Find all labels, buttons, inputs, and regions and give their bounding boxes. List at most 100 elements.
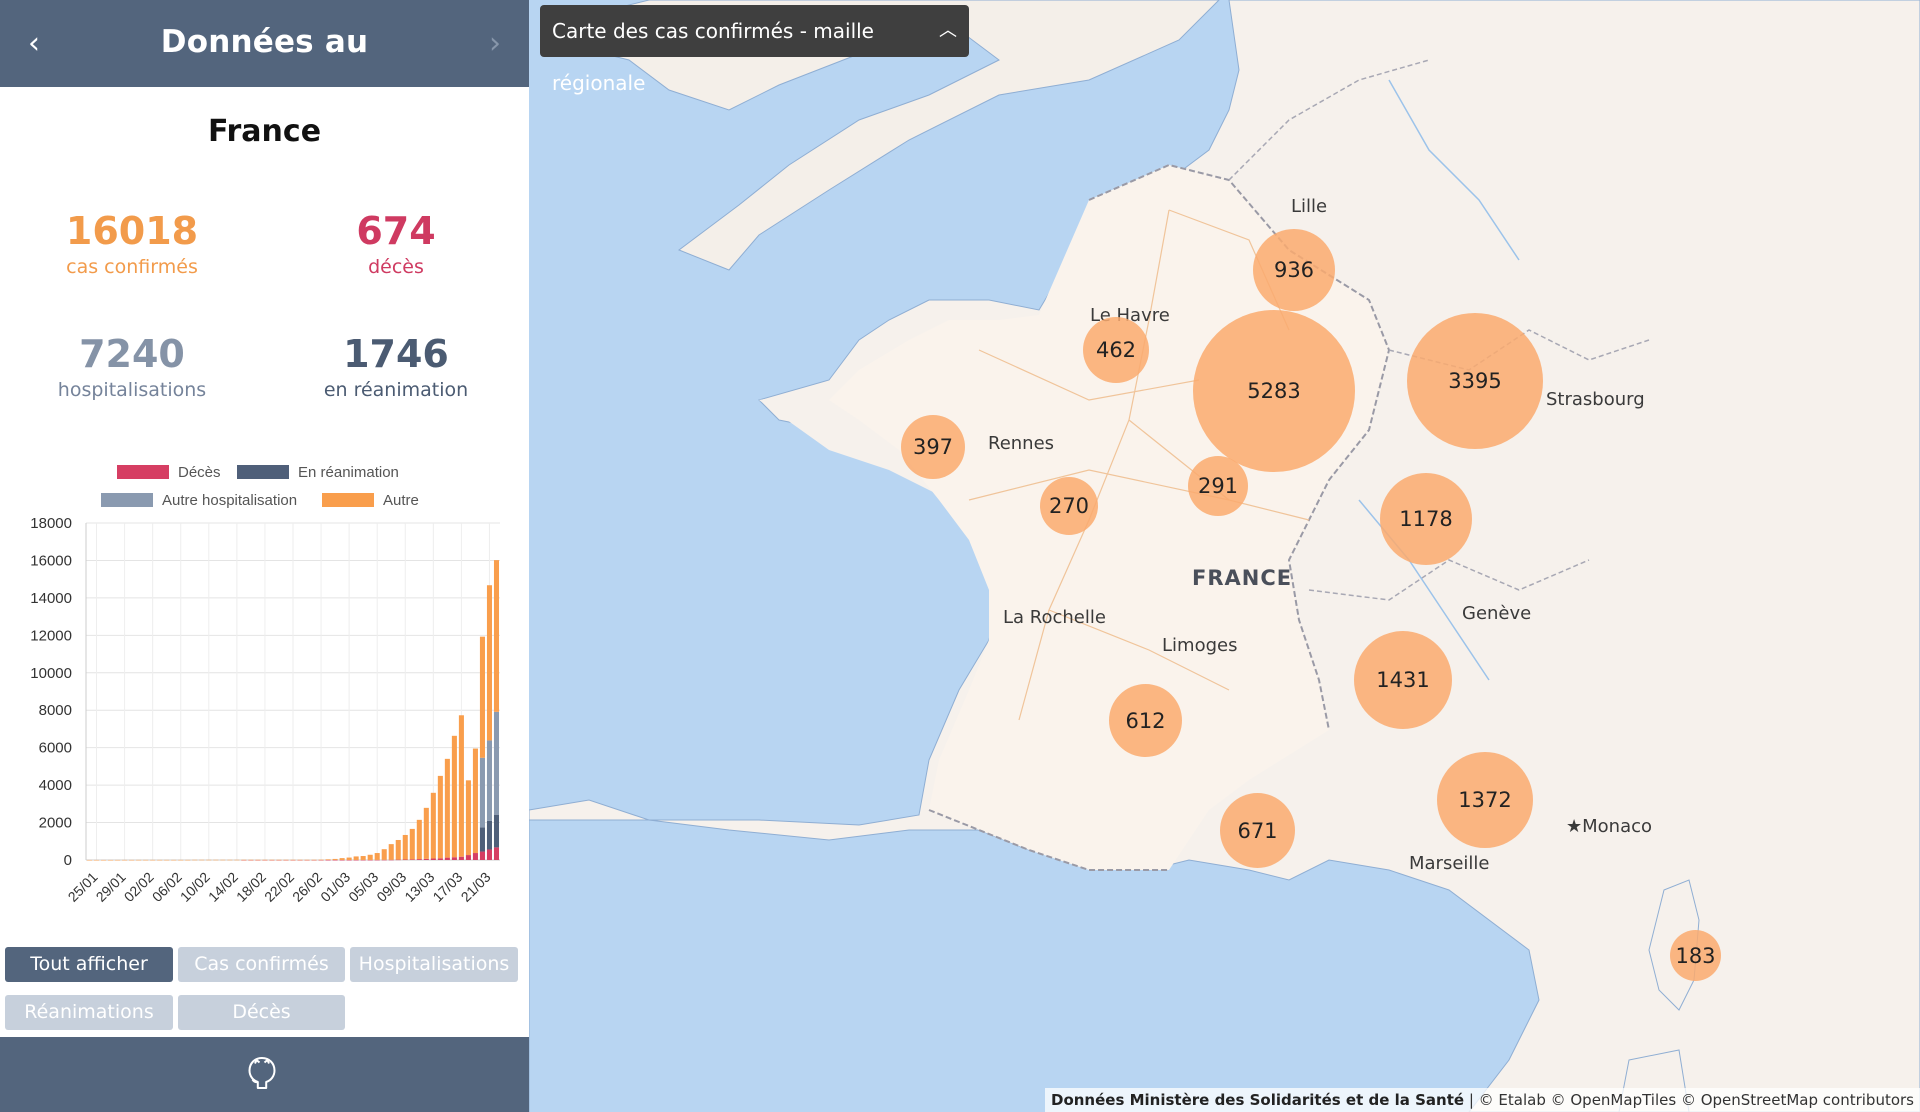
x-tick-label: 10/02 <box>177 869 213 905</box>
deaths-count: 674 <box>356 209 436 253</box>
bar-segment <box>318 859 324 861</box>
bar-segment <box>493 847 500 860</box>
y-tick-label: 0 <box>64 852 72 869</box>
x-tick-label: 05/03 <box>345 869 381 905</box>
filter-all-button[interactable]: Tout afficher <box>5 947 173 982</box>
bar-segment <box>451 735 457 858</box>
bar-segment <box>367 859 373 861</box>
previous-day-button[interactable]: ‹ <box>4 0 64 87</box>
bar-segment <box>241 859 247 861</box>
bar-segment <box>220 859 226 861</box>
bar-segment <box>458 856 464 860</box>
x-tick-label: 18/02 <box>233 869 269 905</box>
region-bubble-nouvelle-aquitaine[interactable]: 612 <box>1109 684 1182 757</box>
region-bubble-ile-de-france[interactable]: 5283 <box>1193 310 1355 472</box>
filter-hospitalisations-button[interactable]: Hospitalisations <box>350 947 518 982</box>
icu-count: 1746 <box>343 332 449 376</box>
x-tick-label: 29/01 <box>93 869 129 905</box>
bar-segment <box>93 859 100 861</box>
y-tick-label: 12000 <box>30 627 72 644</box>
bar-segment <box>234 859 240 861</box>
region-bubble-grand-est[interactable]: 3395 <box>1407 313 1543 449</box>
hospital-stat: 7240 hospitalisations <box>0 331 264 403</box>
next-day-button[interactable]: › <box>465 0 525 87</box>
region-bubble-centre-val-de-loire[interactable]: 291 <box>1188 456 1248 516</box>
x-tick-label: 02/02 <box>121 869 157 905</box>
bar-segment <box>374 853 380 860</box>
bar-segment <box>437 775 443 859</box>
bar-segment <box>227 859 233 861</box>
region-bubble-bretagne[interactable]: 397 <box>901 415 965 479</box>
bar-segment <box>129 859 135 861</box>
bar-segment <box>304 859 310 861</box>
bar-segment <box>416 819 422 860</box>
region-bubble-normandie[interactable]: 462 <box>1083 317 1149 383</box>
bar-segment <box>360 859 366 861</box>
bar-segment <box>493 560 500 712</box>
bar-segment <box>346 859 352 861</box>
y-tick-label: 10000 <box>30 665 72 682</box>
legend-label: Autre <box>383 492 419 509</box>
bar-segment <box>318 859 324 861</box>
bar-segment <box>255 859 261 861</box>
bar-segment <box>276 859 282 861</box>
bar-segment <box>332 859 338 861</box>
y-tick-label: 8000 <box>39 702 72 719</box>
x-tick-label: 13/03 <box>401 869 437 905</box>
region-bubble-corse[interactable]: 183 <box>1670 930 1721 981</box>
bar-segment <box>402 834 408 860</box>
bar-segment <box>346 857 352 860</box>
region-bubble-paca[interactable]: 1372 <box>1437 752 1533 848</box>
bar-segment <box>409 828 415 860</box>
bar-segment <box>290 859 296 861</box>
date-title: Données au 22/03/2020 <box>160 24 369 144</box>
x-tick-label: 25/01 <box>65 869 101 905</box>
bar-segment <box>493 711 500 815</box>
bar-segment <box>416 859 422 860</box>
bar-segment <box>374 859 380 861</box>
legend-swatch <box>322 493 374 507</box>
chevron-left-icon: ‹ <box>28 26 40 61</box>
region-bubble-hauts-de-france[interactable]: 936 <box>1253 229 1335 311</box>
attribution-credits: | © Etalab © OpenMapTiles © OpenStreetMa… <box>1464 1091 1914 1109</box>
region-bubble-auvergne-rhone-alpes[interactable]: 1431 <box>1354 631 1452 729</box>
icu-stat: 1746 en réanimation <box>264 331 528 403</box>
city-label-la-rochelle: La Rochelle <box>1003 607 1106 628</box>
bar-segment <box>325 859 331 860</box>
region-bubble-pays-de-la-loire[interactable]: 270 <box>1040 477 1098 535</box>
bar-segment <box>430 792 436 859</box>
bar-segment <box>444 758 450 858</box>
github-icon[interactable] <box>246 1055 278 1091</box>
filter-icu-button[interactable]: Réanimations <box>5 995 173 1030</box>
legend-swatch <box>117 465 169 479</box>
bar-segment <box>353 859 359 861</box>
icu-label: en réanimation <box>323 379 469 401</box>
bar-segment <box>479 757 485 828</box>
filter-cases-button[interactable]: Cas confirmés <box>178 947 345 982</box>
bar-segment <box>479 851 485 860</box>
city-label-limoges: Limoges <box>1162 635 1238 656</box>
bar-segment <box>213 859 219 861</box>
filter-deaths-button[interactable]: Décès <box>178 995 345 1030</box>
y-tick-label: 14000 <box>30 590 72 607</box>
bar-segment <box>423 807 429 859</box>
base-map[interactable] <box>529 0 1920 1112</box>
bar-segment <box>164 859 170 861</box>
map-view[interactable]: Carte des cas confirmés - maille régiona… <box>529 0 1920 1112</box>
bar-segment <box>178 859 184 861</box>
bar-segment <box>388 859 394 861</box>
region-bubble-occitanie[interactable]: 671 <box>1220 793 1295 868</box>
bar-segment <box>360 856 366 860</box>
bar-segment <box>472 748 478 854</box>
bar-segment <box>339 859 345 861</box>
bar-segment <box>339 858 345 860</box>
map-layer-dropdown[interactable]: Carte des cas confirmés - maille régiona… <box>540 5 969 95</box>
bar-segment <box>402 859 408 861</box>
legend-swatch <box>237 465 289 479</box>
region-bubble-bourgogne-franche-comte[interactable]: 1178 <box>1380 473 1472 565</box>
x-tick-label: 22/02 <box>261 869 297 905</box>
bar-segment <box>101 859 107 861</box>
chevron-right-icon: › <box>489 26 501 61</box>
city-label-strasbourg: Strasbourg <box>1546 389 1645 410</box>
